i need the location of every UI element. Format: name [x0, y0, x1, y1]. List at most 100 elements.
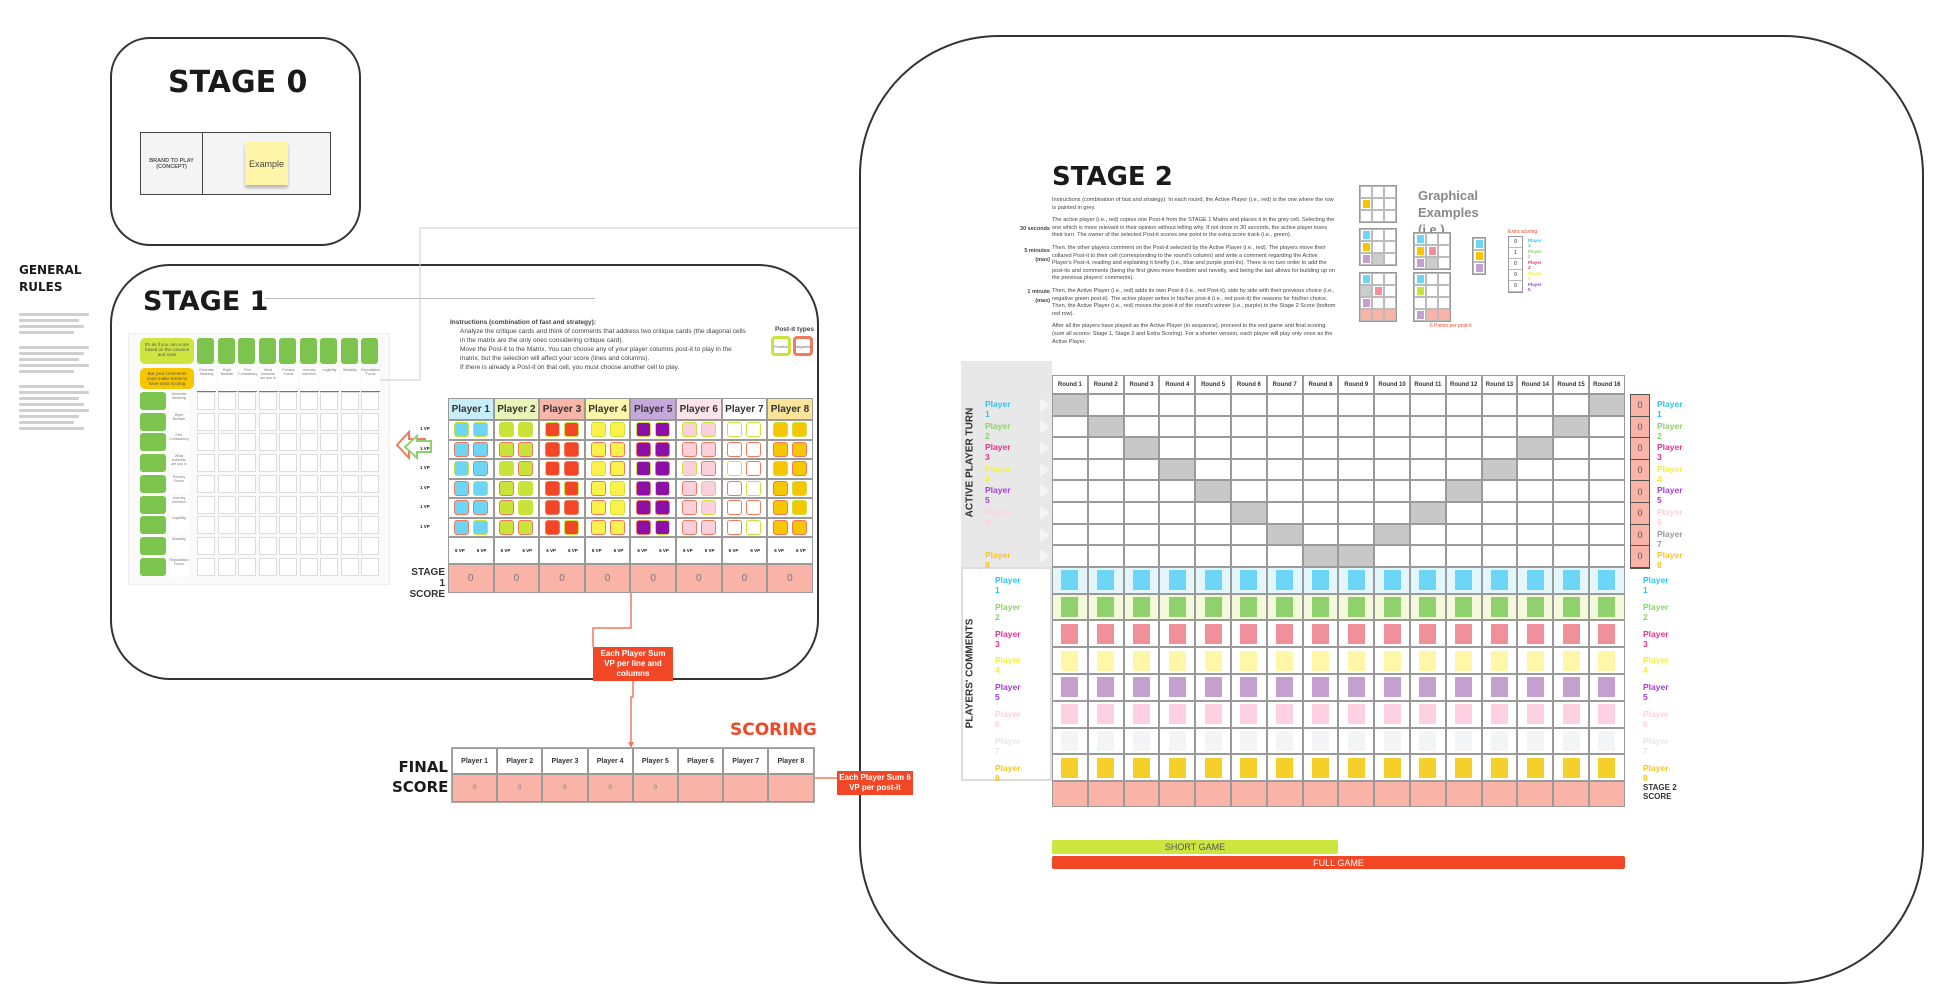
round-cell[interactable]: [1553, 480, 1589, 502]
round-cell[interactable]: [1087, 545, 1124, 567]
critique-card[interactable]: [140, 536, 166, 555]
player-postit[interactable]: [746, 500, 762, 516]
round-cell[interactable]: [1481, 523, 1518, 546]
round-cell[interactable]: [1374, 501, 1410, 524]
comment-postit[interactable]: [1562, 757, 1580, 778]
comment-cell[interactable]: [1159, 754, 1196, 782]
comment-cell[interactable]: [1159, 566, 1196, 594]
matrix-cell[interactable]: [217, 474, 236, 493]
matrix-cell[interactable]: [361, 495, 379, 514]
critique-card[interactable]: [217, 338, 235, 364]
round-cell[interactable]: [1302, 458, 1339, 481]
matrix-cell[interactable]: [320, 392, 338, 410]
comment-cell[interactable]: [1374, 620, 1410, 648]
matrix-cell[interactable]: [361, 412, 379, 431]
round-cell[interactable]: [1195, 394, 1231, 416]
comment-postit[interactable]: [1204, 704, 1222, 725]
comment-postit[interactable]: [1168, 730, 1186, 751]
round-cell[interactable]: [1588, 480, 1625, 502]
comment-postit[interactable]: [1276, 730, 1294, 751]
comment-cell[interactable]: [1445, 754, 1482, 782]
comment-cell[interactable]: [1409, 727, 1446, 755]
comment-postit[interactable]: [1383, 677, 1401, 698]
critique-card[interactable]: [140, 454, 166, 473]
round-cell[interactable]: [1588, 545, 1625, 567]
comment-cell[interactable]: [1123, 647, 1160, 674]
round-cell[interactable]: [1409, 415, 1446, 438]
critique-card[interactable]: [361, 338, 378, 364]
round-cell[interactable]: [1553, 458, 1589, 481]
round-cell[interactable]: [1266, 480, 1303, 502]
round-cell[interactable]: [1338, 523, 1375, 546]
round-cell[interactable]: [1087, 480, 1124, 502]
full-game-bar[interactable]: FULL GAME: [1052, 856, 1625, 869]
active-cell-grey[interactable]: [1302, 545, 1339, 567]
comment-postit[interactable]: [1419, 623, 1437, 644]
round-cell[interactable]: [1230, 523, 1267, 546]
comment-postit[interactable]: [1061, 730, 1079, 751]
matrix-cell[interactable]: [299, 474, 318, 493]
round-cell[interactable]: [1517, 394, 1554, 416]
comment-postit[interactable]: [1347, 650, 1365, 671]
comment-cell[interactable]: [1481, 566, 1518, 594]
comment-postit[interactable]: [1132, 677, 1150, 698]
matrix-cell[interactable]: [361, 557, 379, 576]
matrix-cell[interactable]: [197, 433, 215, 452]
stage2-score-cell[interactable]: [1266, 781, 1303, 808]
comment-cell[interactable]: [1588, 727, 1625, 755]
matrix-cell[interactable]: [299, 392, 318, 410]
comment-postit[interactable]: [1276, 677, 1294, 698]
comment-cell[interactable]: [1087, 727, 1124, 755]
active-cell-grey[interactable]: [1517, 437, 1554, 459]
round-cell[interactable]: [1052, 415, 1088, 438]
matrix-cell[interactable]: [320, 536, 338, 555]
comment-postit[interactable]: [1097, 623, 1115, 644]
comment-cell[interactable]: [1230, 647, 1267, 674]
player-postit[interactable]: [681, 519, 697, 535]
active-cell-grey[interactable]: [1409, 501, 1446, 524]
matrix-cell[interactable]: [340, 412, 359, 431]
comment-postit[interactable]: [1240, 730, 1258, 751]
active-cell-grey[interactable]: [1588, 394, 1625, 416]
player-postit[interactable]: [590, 500, 606, 516]
comment-postit[interactable]: [1311, 570, 1329, 591]
matrix-cell[interactable]: [361, 536, 379, 555]
comment-postit[interactable]: [1490, 757, 1508, 778]
round-cell[interactable]: [1409, 394, 1446, 416]
player-postit[interactable]: [727, 422, 743, 438]
comment-cell[interactable]: [1123, 566, 1160, 594]
round-cell[interactable]: [1374, 480, 1410, 502]
matrix-cell[interactable]: [279, 516, 297, 535]
comment-postit[interactable]: [1097, 650, 1115, 671]
comment-postit[interactable]: [1526, 704, 1544, 725]
comment-postit[interactable]: [1526, 677, 1544, 698]
stage2-score-cell[interactable]: [1302, 781, 1339, 808]
comment-cell[interactable]: [1123, 754, 1160, 782]
comment-postit[interactable]: [1311, 623, 1329, 644]
player-postit[interactable]: [791, 480, 807, 496]
comment-cell[interactable]: [1052, 647, 1088, 674]
comment-postit[interactable]: [1347, 570, 1365, 591]
matrix-cell[interactable]: [217, 516, 236, 535]
comment-postit[interactable]: [1168, 677, 1186, 698]
round-cell[interactable]: [1123, 480, 1160, 502]
comment-cell[interactable]: [1052, 566, 1088, 594]
comment-cell[interactable]: [1517, 620, 1554, 648]
comment-cell[interactable]: [1517, 593, 1554, 621]
comment-postit[interactable]: [1347, 677, 1365, 698]
round-cell[interactable]: [1052, 501, 1088, 524]
player-postit[interactable]: [681, 480, 697, 496]
comment-cell[interactable]: [1302, 673, 1339, 701]
round-cell[interactable]: [1553, 523, 1589, 546]
player-postit[interactable]: [772, 441, 788, 457]
comment-postit[interactable]: [1419, 596, 1437, 617]
matrix-cell[interactable]: [361, 433, 379, 452]
comment-cell[interactable]: [1302, 647, 1339, 674]
player-postit[interactable]: [518, 480, 534, 496]
matrix-cell[interactable]: [217, 495, 236, 514]
round-cell[interactable]: [1445, 437, 1482, 459]
round-cell[interactable]: [1302, 501, 1339, 524]
comment-cell[interactable]: [1195, 727, 1231, 755]
round-cell[interactable]: [1409, 480, 1446, 502]
comment-cell[interactable]: [1553, 647, 1589, 674]
